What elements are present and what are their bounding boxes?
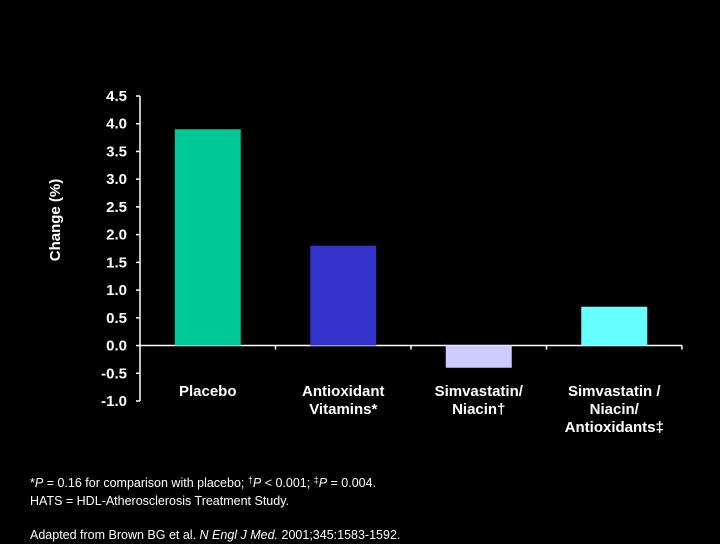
bar xyxy=(310,245,377,346)
category-label: Placebo xyxy=(179,383,237,400)
category-label: Simvastatin/Niacin† xyxy=(435,383,524,418)
category-label: Simvastatin / Niacin/Antioxidants‡ xyxy=(565,383,664,436)
y-axis-title: Change (%) xyxy=(47,179,64,262)
footnotes: *P = 0.16 for comparison with placebo; †… xyxy=(30,474,400,544)
bar xyxy=(445,345,512,368)
y-tick-label: 1.5 xyxy=(106,254,127,271)
y-tick-label: 4.5 xyxy=(106,88,127,105)
y-tick-label: 3.5 xyxy=(106,143,127,160)
y-tick-label: 0.5 xyxy=(106,310,127,327)
y-tick-label: 4.0 xyxy=(106,116,127,133)
y-tick-label: 0.0 xyxy=(106,338,127,355)
bar xyxy=(174,129,241,346)
y-tick-label: 1.0 xyxy=(106,282,127,299)
category-label: Antioxidant Vitamins* xyxy=(302,383,385,418)
footnote-hats-definition: HATS = HDL-Atherosclerosis Treatment Stu… xyxy=(30,494,290,508)
y-tick-label: -1.0 xyxy=(101,393,127,410)
y-tick-label: -0.5 xyxy=(101,365,127,382)
bar xyxy=(581,306,648,346)
y-tick-label: 2.5 xyxy=(106,199,127,216)
y-tick-label: 3.0 xyxy=(106,171,127,188)
footnote-source: Adapted from Brown BG et al. N Engl J Me… xyxy=(30,528,401,542)
y-tick-label: 2.0 xyxy=(106,227,127,244)
footnote-significance: *P = 0.16 for comparison with placebo; †… xyxy=(30,475,377,491)
